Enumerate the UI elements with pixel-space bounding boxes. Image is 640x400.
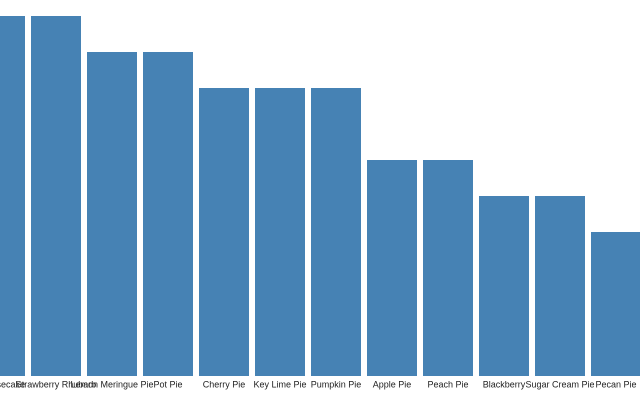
x-tick-label: Lemon Meringue Pie [70, 379, 153, 389]
bar [143, 52, 193, 376]
bar [423, 160, 473, 376]
bar [255, 88, 305, 376]
x-tick-label: Pecan Pie [595, 379, 636, 389]
x-tick-label: Pumpkin Pie [311, 379, 362, 389]
x-tick-label: Cherry Pie [203, 379, 246, 389]
x-tick-label: Sugar Cream Pie [525, 379, 594, 389]
bar [0, 16, 25, 376]
x-tick-label: Apple Pie [373, 379, 412, 389]
bar [87, 52, 137, 376]
x-tick-label: Key Lime Pie [253, 379, 306, 389]
x-tick-label: Pot Pie [153, 379, 182, 389]
bar [479, 196, 529, 376]
bar [199, 88, 249, 376]
x-tick-label: Strawberry Rhubarb [16, 379, 97, 389]
bar [311, 88, 361, 376]
bar [367, 160, 417, 376]
bar [535, 196, 585, 376]
x-tick-label: Blackberry [483, 379, 526, 389]
bar [31, 16, 81, 376]
x-tick-label: Peach Pie [427, 379, 468, 389]
bar [591, 232, 640, 376]
x-tick-label: Cheesecake [0, 379, 25, 389]
